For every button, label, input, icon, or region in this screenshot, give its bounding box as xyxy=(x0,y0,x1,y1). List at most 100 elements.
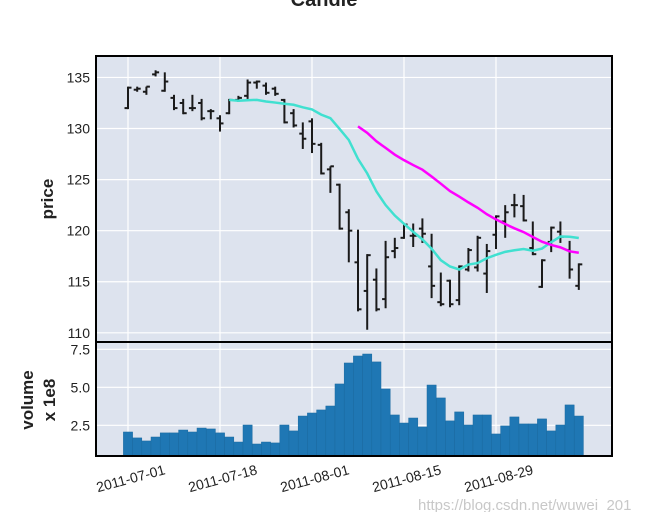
volume-bar xyxy=(343,362,354,457)
ohlc-bar xyxy=(483,243,491,293)
volume-axis-label: volume xyxy=(18,370,37,430)
ohlc-bar xyxy=(464,248,472,272)
volume-bar xyxy=(500,425,511,457)
ohlc-bar xyxy=(216,115,224,132)
ohlc-bar xyxy=(170,94,178,111)
ohlc-bar xyxy=(179,98,187,115)
volume-bar xyxy=(169,432,179,457)
ohlc-bar xyxy=(363,254,371,330)
ohlc-bar xyxy=(391,237,399,259)
ohlc-bar xyxy=(345,209,353,263)
volume-bar xyxy=(481,414,492,457)
price-tick-label: 120 xyxy=(67,223,91,239)
price-tick-label: 125 xyxy=(67,172,91,188)
moving-average-26-line xyxy=(357,125,579,254)
chart-title: Candle xyxy=(291,0,358,11)
ohlc-bar xyxy=(253,80,261,89)
volume-bar xyxy=(316,409,327,457)
ohlc-bar xyxy=(510,193,518,218)
volume-bar xyxy=(362,353,373,457)
volume-bar xyxy=(491,433,501,457)
ohlc-bar xyxy=(152,70,160,77)
ohlc-bar xyxy=(336,183,344,230)
volume-bar xyxy=(242,424,253,457)
ohlc-bar xyxy=(428,233,436,299)
ohlc-bar xyxy=(142,85,150,95)
ohlc-bar xyxy=(372,268,380,312)
volume-bar xyxy=(509,416,520,457)
volume-panel: 2.5 5.0 7.5 xyxy=(71,341,613,457)
volume-bar xyxy=(215,432,225,457)
price-tick-label: 115 xyxy=(68,274,91,290)
ohlc-bar xyxy=(161,72,169,92)
price-axis-label: price xyxy=(38,179,57,220)
volume-bar xyxy=(564,404,575,457)
price-tick-label: 110 xyxy=(68,325,91,341)
volume-bar xyxy=(472,414,483,457)
volume-bar xyxy=(399,422,409,457)
ohlc-bar xyxy=(244,79,252,99)
ohlc-bar xyxy=(520,194,528,222)
volume-bar xyxy=(353,355,363,457)
ohlc-bar xyxy=(198,98,206,121)
volume-bar xyxy=(187,431,198,457)
volume-bar xyxy=(123,431,133,457)
volume-bar xyxy=(325,405,336,457)
ohlc-bar xyxy=(492,215,500,250)
volume-bar xyxy=(233,441,244,457)
volume-bar xyxy=(224,436,235,457)
volume-bar xyxy=(270,442,281,457)
ohlc-bar xyxy=(317,142,325,175)
ohlc-bar xyxy=(538,259,546,288)
volume-bar xyxy=(518,423,529,457)
ohlc-bar xyxy=(326,165,334,193)
volume-tick-label: 2.5 xyxy=(71,417,91,433)
ohlc-bar xyxy=(188,94,196,112)
volume-bar xyxy=(426,384,437,457)
volume-bar xyxy=(196,427,207,457)
x-tick-label: 2011-07-01 xyxy=(94,461,167,495)
ohlc-bar xyxy=(437,272,445,307)
watermark: https://blog.csdn.net/wuwei_201 xyxy=(418,497,631,512)
volume-bar xyxy=(371,361,382,457)
volume-bar xyxy=(141,440,152,457)
ohlc-bar xyxy=(262,82,270,95)
ohlc-bar xyxy=(575,263,583,290)
volume-bar xyxy=(279,424,290,457)
x-tick-label: 2011-08-01 xyxy=(278,461,351,495)
volume-bar xyxy=(297,415,308,457)
ohlc-bar xyxy=(124,86,132,110)
ohlc-bar xyxy=(308,118,316,154)
volume-bar xyxy=(288,430,299,457)
ohlc-bar xyxy=(455,265,463,306)
volume-bar xyxy=(159,432,170,457)
ohlc-bar xyxy=(299,122,307,149)
volume-bar xyxy=(307,412,317,457)
volume-bar xyxy=(417,426,428,457)
volume-bar xyxy=(251,443,262,457)
price-panel: 110 115 120 125 130 135 xyxy=(67,55,613,343)
volume-bar xyxy=(150,436,161,457)
volume-bar xyxy=(408,417,419,457)
volume-bar xyxy=(389,414,400,457)
volume-bar xyxy=(132,437,143,457)
volume-plot-frame xyxy=(95,341,613,457)
volume-scale-label: x 1e8 xyxy=(40,379,59,422)
ohlc-bar xyxy=(354,229,362,312)
price-tick-label: 130 xyxy=(67,121,91,137)
ohlc-bar xyxy=(474,235,482,272)
volume-tick-label: 7.5 xyxy=(71,341,91,357)
volume-bar xyxy=(435,397,446,457)
volume-bar xyxy=(463,424,474,457)
volume-bar xyxy=(555,424,566,457)
volume-bar xyxy=(527,423,538,457)
volume-bar xyxy=(573,415,584,457)
volume-bar xyxy=(178,429,189,457)
ohlc-bar xyxy=(133,86,141,92)
ohlc-bar xyxy=(446,279,454,308)
ohlc-bar xyxy=(382,240,390,309)
x-tick-label: 2011-08-29 xyxy=(462,461,535,495)
ohlc-bar xyxy=(271,86,279,96)
volume-bar xyxy=(445,420,455,457)
